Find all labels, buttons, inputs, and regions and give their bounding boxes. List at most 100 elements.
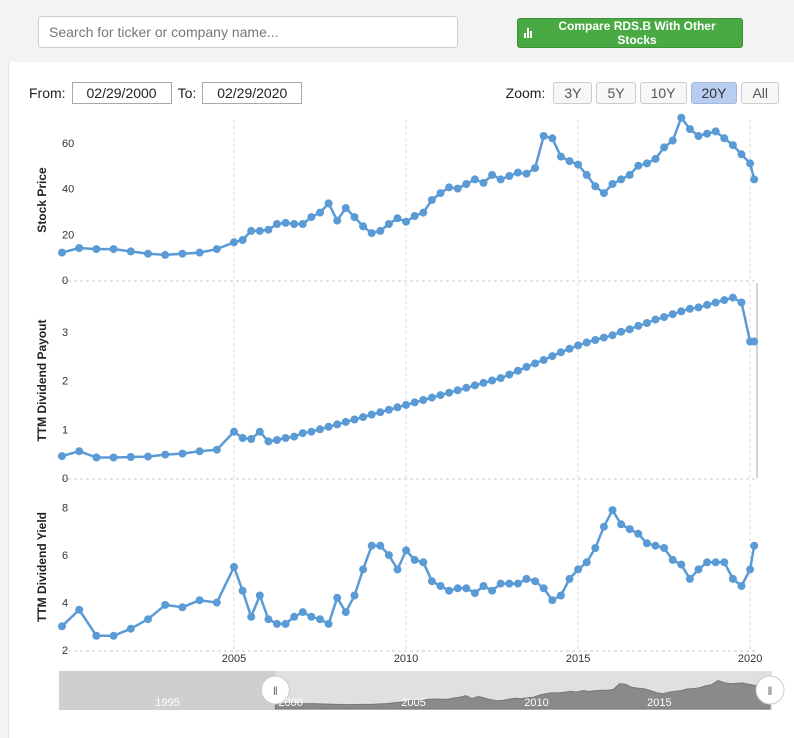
y-tick-label: 1: [62, 424, 68, 436]
data-point: [750, 175, 759, 184]
data-point: [556, 152, 565, 161]
y-tick-label: 6: [62, 550, 68, 562]
data-point: [556, 348, 565, 357]
y-tick-label: 3: [62, 327, 68, 339]
search-input[interactable]: [38, 16, 458, 48]
data-point: [574, 160, 583, 169]
data-point: [247, 226, 256, 235]
data-point: [720, 134, 729, 143]
data-point: [402, 400, 411, 409]
data-point: [178, 249, 187, 258]
data-point: [144, 249, 152, 258]
x-tick-label: 2010: [394, 653, 418, 665]
data-point: [109, 453, 118, 462]
from-label: From:: [29, 85, 66, 101]
data-point: [488, 586, 497, 595]
data-point: [384, 551, 393, 560]
data-point: [694, 565, 703, 574]
data-point: [316, 208, 324, 217]
data-point: [694, 303, 703, 312]
data-point: [238, 434, 247, 442]
series-line: [61, 508, 756, 638]
series-line: [61, 116, 756, 257]
y-tick-label: 40: [62, 184, 74, 196]
data-point: [660, 544, 669, 552]
handle-grip-icon: ‖: [273, 684, 278, 698]
compare-stocks-button[interactable]: Compare RDS.B With Other Stocks: [517, 18, 743, 48]
data-point: [574, 341, 583, 350]
data-point: [677, 307, 686, 316]
data-point: [548, 134, 557, 143]
data-point: [384, 220, 393, 228]
data-point: [591, 544, 600, 552]
y-tick-label: 20: [62, 229, 74, 241]
data-point: [92, 453, 101, 462]
data-point: [212, 445, 221, 454]
data-point: [513, 366, 522, 375]
from-date-input[interactable]: [71, 82, 172, 104]
data-point: [238, 236, 247, 244]
data-point: [591, 336, 600, 344]
data-point: [703, 129, 712, 138]
navigator-right-handle[interactable]: ‖: [755, 675, 785, 705]
data-point: [625, 525, 634, 534]
data-point: [522, 169, 531, 178]
data-point: [281, 434, 290, 442]
data-point: [350, 213, 359, 222]
data-point: [728, 141, 737, 150]
data-point: [367, 229, 376, 238]
data-point: [496, 579, 505, 588]
pane-3: 2 4 6 8 TTM Dividend Yield: [35, 484, 759, 657]
x-tick-label: 2015: [566, 653, 590, 665]
data-point: [746, 159, 755, 168]
data-point: [281, 218, 290, 227]
navigator-unselected: [59, 671, 276, 710]
zoom-3y-button[interactable]: 3Y: [553, 82, 593, 104]
data-point: [212, 245, 221, 254]
data-point: [281, 619, 290, 628]
navigator-tick-label: 2005: [401, 697, 425, 709]
data-point: [720, 296, 729, 305]
data-point: [668, 555, 677, 564]
y-axis-label: Stock Price: [35, 167, 49, 233]
navigator-left-handle[interactable]: ‖: [260, 675, 290, 705]
zoom-20y-button[interactable]: 20Y: [690, 82, 738, 104]
y-tick-label: 4: [62, 598, 68, 610]
data-point: [307, 213, 316, 222]
y-axis-label: TTM Dividend Payout: [35, 319, 49, 441]
y-axis-label: TTM Dividend Yield: [35, 512, 49, 622]
data-point: [178, 449, 187, 458]
data-point: [58, 622, 66, 631]
data-point: [496, 374, 505, 383]
data-point: [341, 204, 350, 212]
data-point: [479, 178, 488, 187]
data-point: [496, 175, 505, 184]
data-point: [359, 565, 368, 574]
navigator-area: [274, 680, 771, 710]
data-point: [126, 453, 135, 461]
data-point: [290, 612, 299, 621]
data-point: [548, 596, 557, 605]
zoom-10y-button[interactable]: 10Y: [639, 82, 687, 104]
data-point: [384, 405, 393, 414]
data-point: [264, 437, 273, 446]
zoom-5y-button[interactable]: 5Y: [596, 82, 636, 104]
data-point: [92, 631, 101, 640]
data-point: [393, 403, 402, 412]
data-point: [531, 359, 540, 368]
data-point: [470, 589, 479, 598]
navigator-tick-label: 2015: [647, 697, 671, 709]
data-point: [427, 577, 436, 586]
data-point: [264, 615, 273, 624]
y-tick-label: 8: [62, 503, 68, 515]
data-point: [316, 615, 324, 624]
data-point: [513, 168, 522, 177]
data-point: [273, 220, 281, 228]
zoom-all-button[interactable]: All: [741, 82, 779, 104]
data-point: [109, 631, 118, 640]
top-bar: Compare RDS.B With Other Stocks: [0, 0, 794, 62]
to-date-input[interactable]: [202, 82, 303, 104]
data-point: [333, 593, 342, 602]
y-tick-label: 2: [62, 376, 68, 388]
